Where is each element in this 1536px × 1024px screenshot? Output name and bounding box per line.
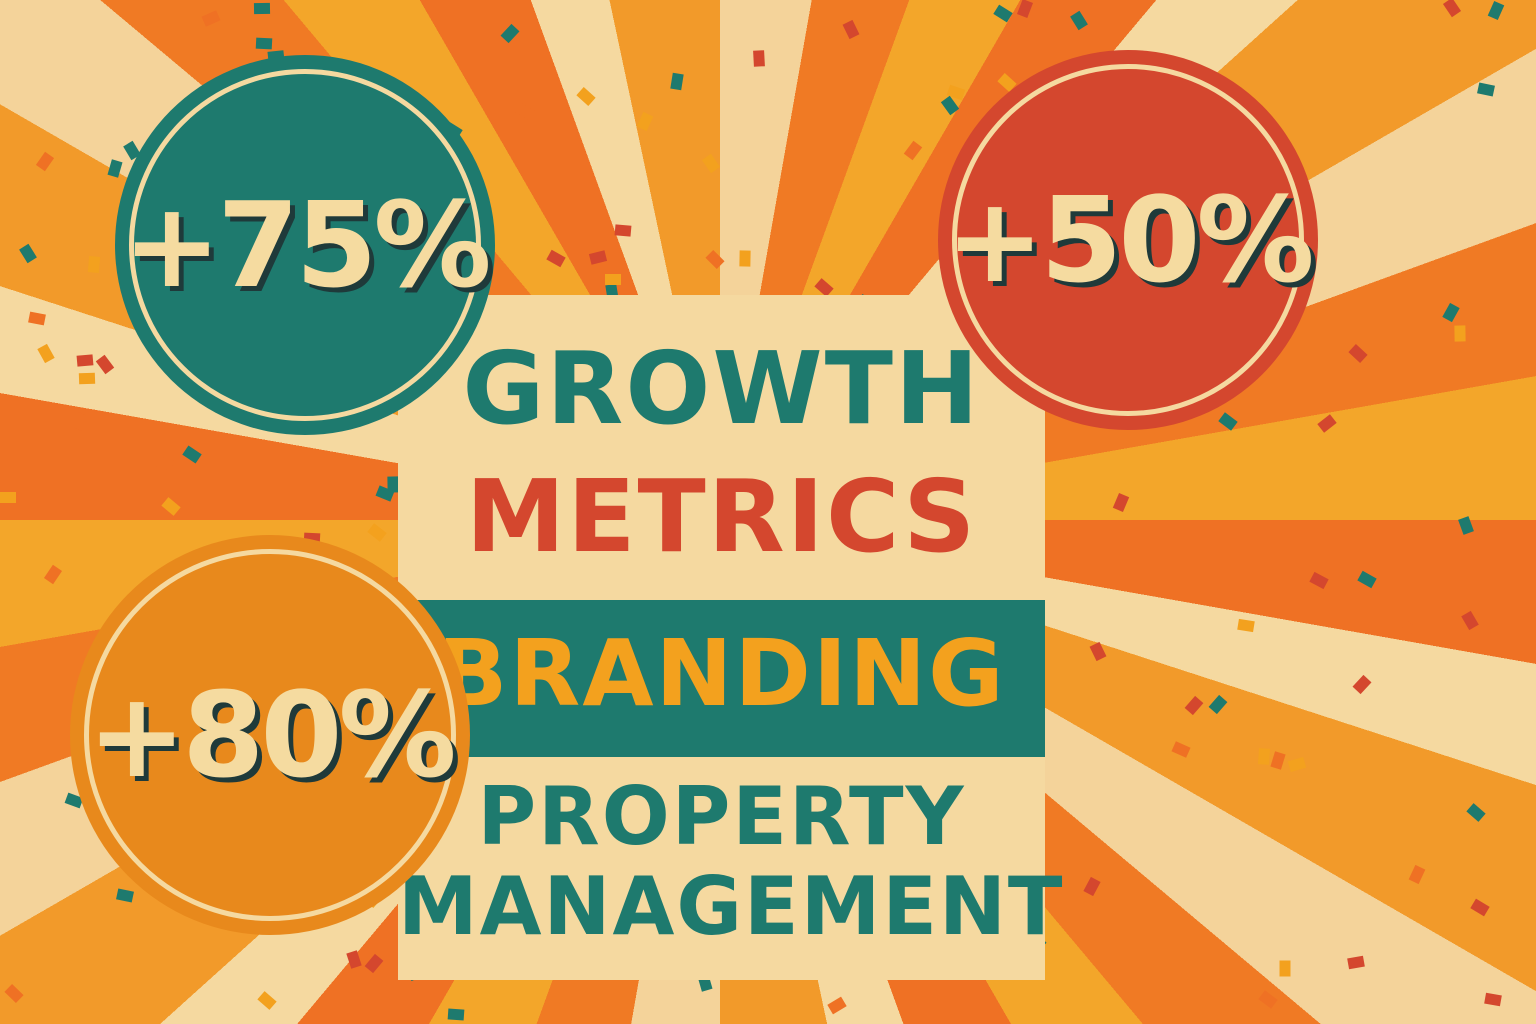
badge-75: +75% bbox=[115, 55, 495, 435]
confetti-piece bbox=[1487, 1, 1505, 21]
confetti-piece bbox=[1352, 674, 1372, 694]
confetti-piece bbox=[35, 151, 55, 172]
confetti-piece bbox=[367, 523, 387, 542]
confetti-piece bbox=[1184, 695, 1204, 716]
confetti-piece bbox=[1316, 414, 1337, 434]
confetti-piece bbox=[78, 372, 95, 384]
headline-metrics: METRICS bbox=[465, 458, 978, 575]
confetti-piece bbox=[1484, 992, 1502, 1006]
badge-ring bbox=[952, 64, 1304, 416]
confetti-piece bbox=[253, 2, 271, 15]
confetti-piece bbox=[1397, 621, 1417, 641]
confetti-piece bbox=[1257, 747, 1270, 765]
branding-label: BRANDING bbox=[437, 620, 1006, 727]
confetti-piece bbox=[1408, 864, 1426, 885]
confetti-piece bbox=[1458, 515, 1475, 535]
confetti-piece bbox=[1309, 572, 1329, 590]
confetti-piece bbox=[71, 412, 89, 432]
badge-value: +50% bbox=[945, 171, 1314, 309]
confetti-piece bbox=[107, 159, 123, 178]
confetti-piece bbox=[36, 343, 55, 363]
badge-50: +50% bbox=[938, 50, 1318, 430]
confetti-piece bbox=[77, 354, 94, 367]
subtitle-management: MANAGEMENT bbox=[398, 860, 1065, 953]
confetti-piece bbox=[1083, 876, 1101, 896]
headline-growth: GROWTH bbox=[462, 330, 981, 447]
confetti-piece bbox=[1469, 899, 1490, 917]
confetti-piece bbox=[1208, 695, 1228, 715]
confetti-piece bbox=[181, 445, 202, 464]
confetti-piece bbox=[28, 311, 47, 326]
confetti-piece bbox=[345, 950, 362, 970]
confetti-piece bbox=[0, 492, 17, 504]
confetti-piece bbox=[1171, 741, 1191, 758]
confetti-piece bbox=[1288, 756, 1307, 772]
confetti-piece bbox=[1348, 343, 1368, 363]
confetti-piece bbox=[201, 10, 221, 27]
confetti-piece bbox=[155, 456, 174, 471]
confetti-piece bbox=[1218, 412, 1238, 431]
badge-value: +75% bbox=[122, 176, 491, 314]
confetti-piece bbox=[1466, 802, 1486, 822]
confetti-piece bbox=[1347, 956, 1365, 970]
badge-ring bbox=[129, 69, 481, 421]
confetti-piece bbox=[1279, 960, 1291, 977]
badge-80: +80% bbox=[70, 535, 470, 935]
confetti-piece bbox=[1113, 493, 1130, 513]
confetti-piece bbox=[96, 355, 115, 375]
confetti-piece bbox=[1069, 10, 1088, 30]
confetti-piece bbox=[1257, 990, 1278, 1010]
confetti-piece bbox=[1442, 0, 1462, 18]
confetti-piece bbox=[1477, 82, 1496, 97]
confetti-piece bbox=[116, 888, 135, 903]
confetti-piece bbox=[43, 565, 62, 585]
confetti-piece bbox=[88, 256, 101, 274]
branding-band bbox=[398, 600, 1045, 757]
confetti-piece bbox=[1237, 619, 1255, 633]
confetti-piece bbox=[1089, 641, 1107, 661]
confetti-piece bbox=[1357, 570, 1377, 589]
confetti-piece bbox=[605, 273, 621, 285]
confetti-piece bbox=[1269, 750, 1286, 770]
badge-value: +80% bbox=[87, 666, 456, 804]
confetti-piece bbox=[1442, 302, 1460, 322]
subtitle-property: PROPERTY bbox=[477, 770, 966, 863]
confetti-piece bbox=[364, 954, 383, 974]
confetti-piece bbox=[4, 984, 24, 1004]
confetti-piece bbox=[1460, 611, 1479, 631]
confetti-piece bbox=[161, 497, 181, 517]
confetti-piece bbox=[256, 37, 273, 50]
confetti-piece bbox=[19, 243, 38, 263]
confetti-piece bbox=[257, 991, 277, 1011]
confetti-piece bbox=[1454, 325, 1466, 342]
badge-ring bbox=[84, 549, 456, 921]
